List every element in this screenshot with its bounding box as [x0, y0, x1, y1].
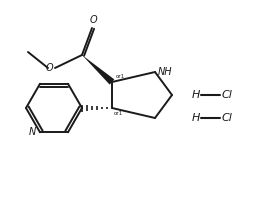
Text: N: N [29, 127, 36, 137]
Text: O: O [89, 15, 97, 25]
Text: H: H [192, 90, 200, 100]
Text: NH: NH [158, 67, 173, 77]
Text: or1: or1 [114, 111, 123, 116]
Text: O: O [45, 63, 53, 73]
Polygon shape [82, 55, 114, 85]
Text: Cl: Cl [222, 113, 233, 123]
Text: H: H [192, 113, 200, 123]
Text: Cl: Cl [222, 90, 233, 100]
Text: or1: or1 [116, 74, 125, 79]
